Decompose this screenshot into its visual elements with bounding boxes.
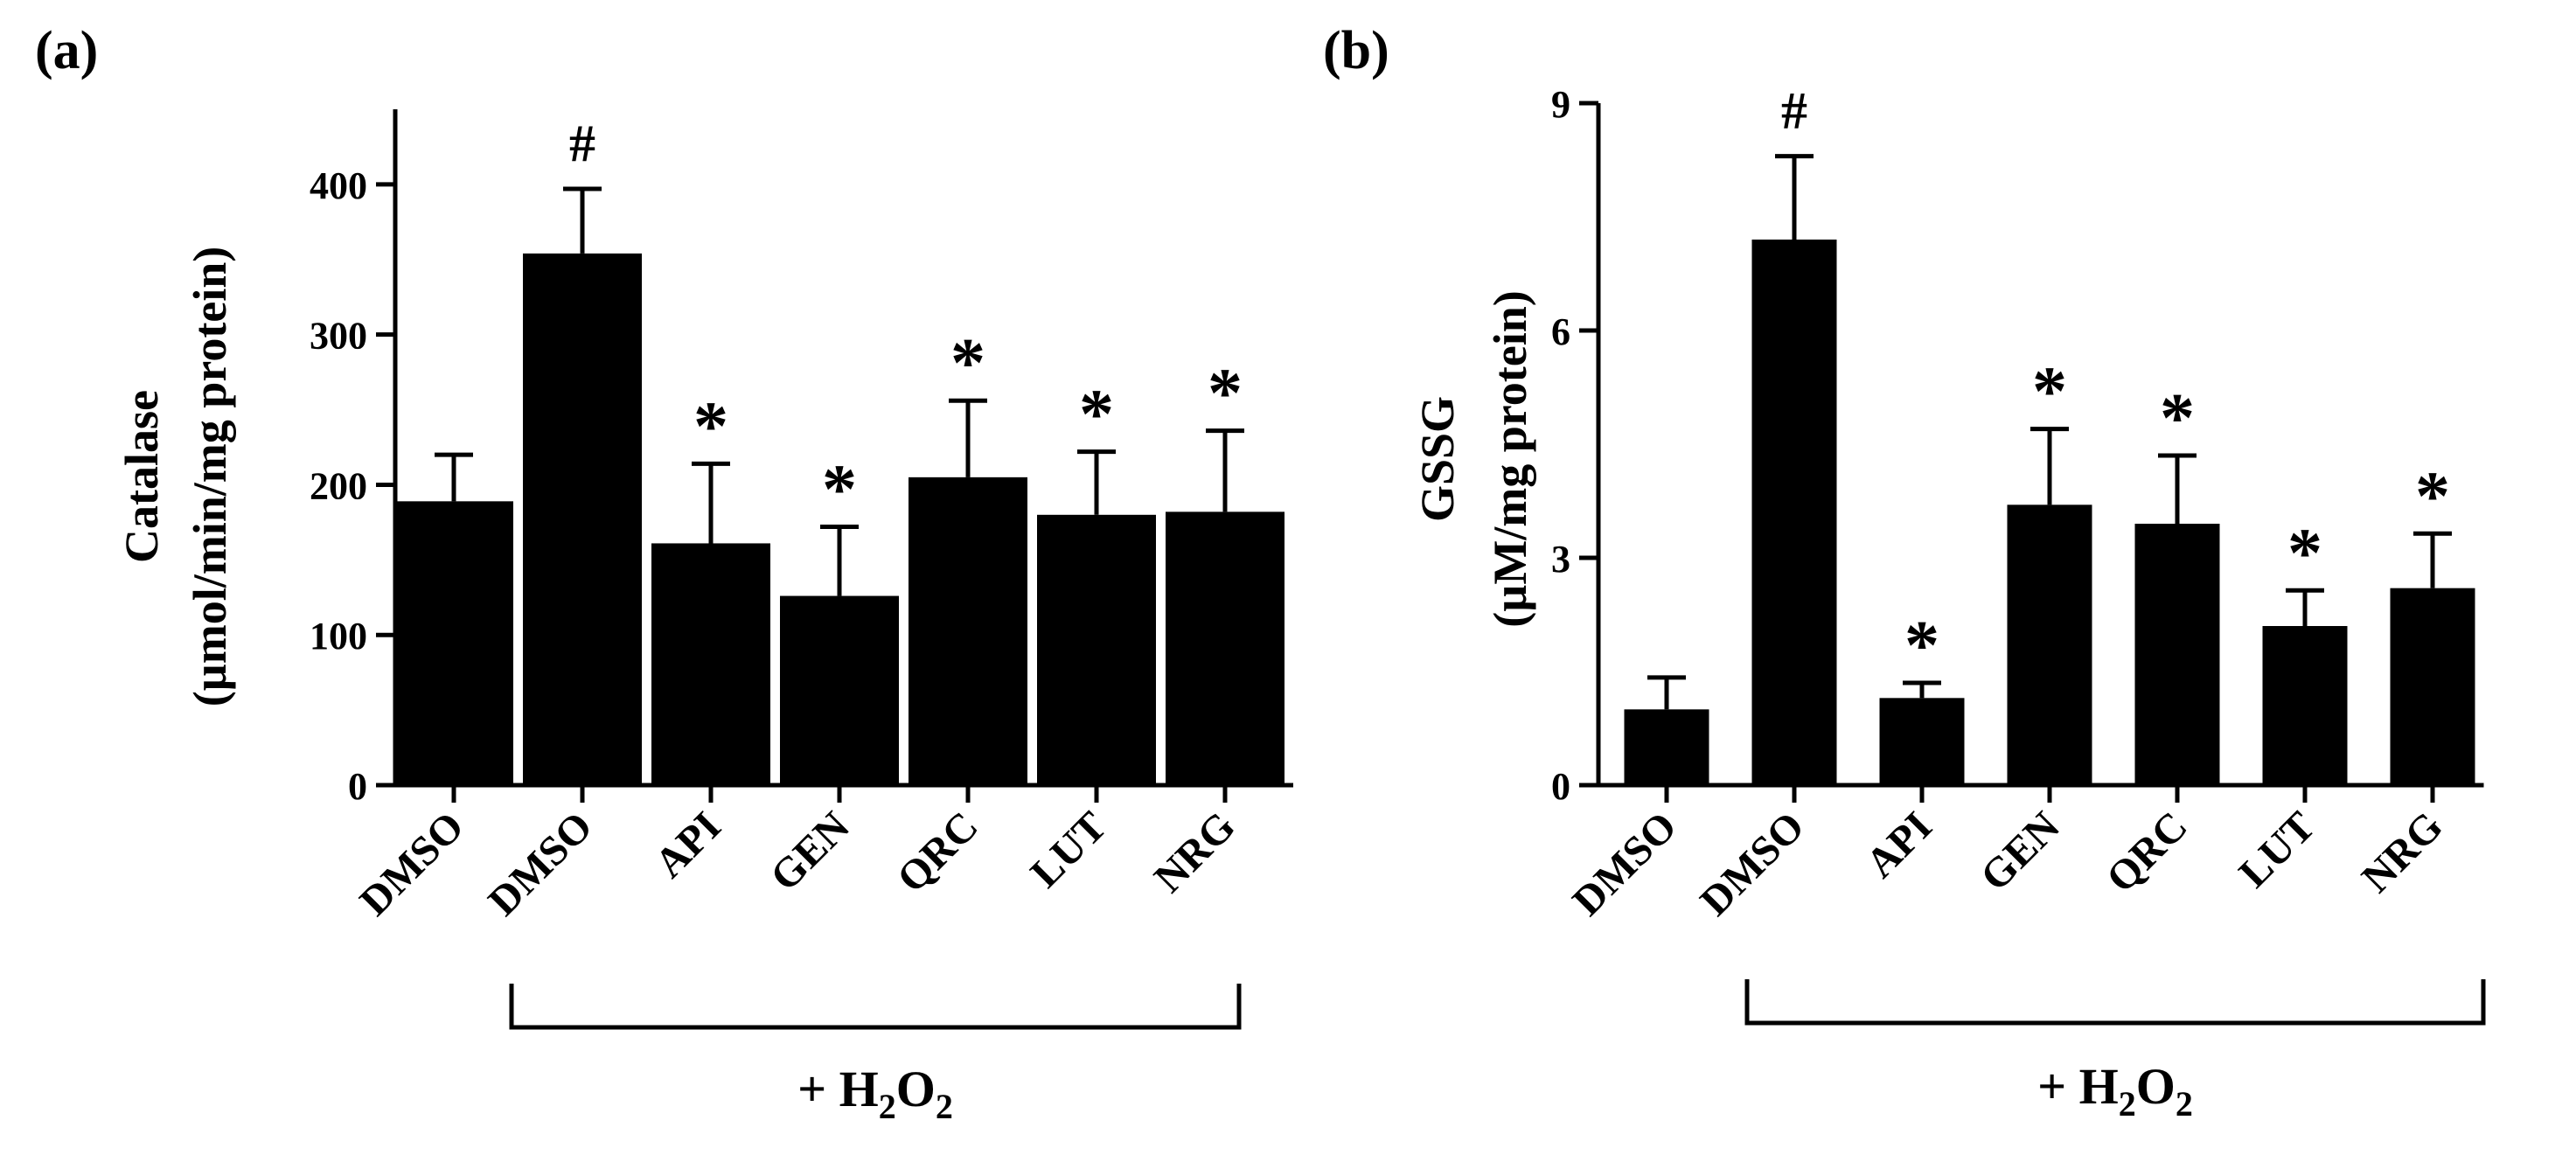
bar: [1624, 709, 1709, 785]
panel-b: (b) 0 3 6 9 GSSG (µM/mg protein) DMSO # DMSO * API *…: [1323, 21, 2486, 1124]
bar: [523, 253, 642, 785]
bar: [2134, 524, 2220, 785]
significance-marker: *: [1904, 608, 1939, 685]
bracket-label: + H2O2: [797, 1061, 953, 1126]
y-tick-label: 300: [310, 315, 367, 358]
bar: [394, 501, 513, 785]
treatment-bracket: [509, 984, 1242, 1030]
category-label: DMSO: [1563, 803, 1685, 924]
y-tick-label: 200: [310, 464, 367, 507]
category-label: API: [1857, 803, 1941, 887]
panel-a: (a) 0 100 200 300 400 Catalase (µmol/min/mg pro…: [35, 21, 1293, 1126]
bracket-label-subscript: 2: [2176, 1084, 2193, 1124]
category-label: LUT: [2231, 803, 2324, 896]
significance-marker: #: [569, 115, 595, 172]
category-label: DMSO: [351, 803, 472, 924]
category-label: GEN: [762, 803, 859, 900]
y-tick-label: 100: [310, 615, 367, 658]
y-tick-label: 0: [348, 765, 367, 808]
bracket-label-subscript: 2: [879, 1087, 896, 1126]
y-tick-label: 0: [1551, 765, 1570, 808]
bracket-label-subscript: 2: [936, 1087, 953, 1126]
bar: [2262, 626, 2348, 785]
category-label: LUT: [1022, 803, 1116, 896]
significance-marker: *: [950, 325, 985, 402]
bar: [2390, 588, 2475, 785]
y-axis-label-line2: (µmol/min/mg protein): [184, 247, 236, 707]
category-label: NRG: [1145, 803, 1244, 901]
bar: [651, 543, 770, 785]
bar: [1879, 698, 1965, 785]
category-label: GEN: [1972, 803, 2069, 900]
y-tick-label: 3: [1551, 538, 1570, 581]
bracket-label: + H2O2: [2037, 1058, 2193, 1124]
significance-marker: *: [2415, 458, 2450, 535]
bar: [2007, 504, 2092, 785]
significance-marker: *: [2160, 380, 2195, 457]
y-axis-label-line1: Catalase: [115, 390, 168, 563]
bracket-label-text: + H: [797, 1061, 879, 1117]
bracket-label-text: + H: [2037, 1058, 2119, 1115]
significance-marker: *: [693, 388, 728, 465]
y-axis-label-line2: (µM/mg protein): [1484, 290, 1536, 628]
significance-marker: *: [2287, 515, 2322, 592]
y-tick-label: 9: [1551, 83, 1570, 126]
bracket-label-text: O: [896, 1061, 936, 1117]
bracket-label-subscript: 2: [2119, 1084, 2136, 1124]
category-label: NRG: [2353, 803, 2452, 901]
bar: [909, 477, 1027, 785]
significance-marker: *: [2032, 354, 2067, 431]
y-tick-label: 6: [1551, 310, 1570, 353]
significance-marker: #: [1781, 82, 1807, 140]
bar: [1037, 514, 1156, 785]
bar: [1751, 240, 1837, 785]
category-label: DMSO: [1691, 803, 1813, 924]
panel-label: (a): [35, 21, 98, 80]
y-axis-label-line1: GSSG: [1411, 396, 1464, 522]
category-label: QRC: [2098, 803, 2197, 901]
significance-marker: *: [822, 452, 857, 529]
category-label: API: [646, 803, 730, 887]
panel-label: (b): [1323, 21, 1389, 80]
category-label: DMSO: [479, 803, 601, 924]
treatment-bracket: [1744, 979, 2486, 1026]
category-label: QRC: [888, 803, 987, 901]
significance-marker: *: [1208, 356, 1243, 433]
significance-marker: *: [1079, 377, 1114, 454]
bracket-label-text: O: [2136, 1058, 2176, 1115]
bar: [1166, 511, 1285, 785]
bar: [780, 595, 899, 785]
y-tick-label: 400: [310, 164, 367, 207]
